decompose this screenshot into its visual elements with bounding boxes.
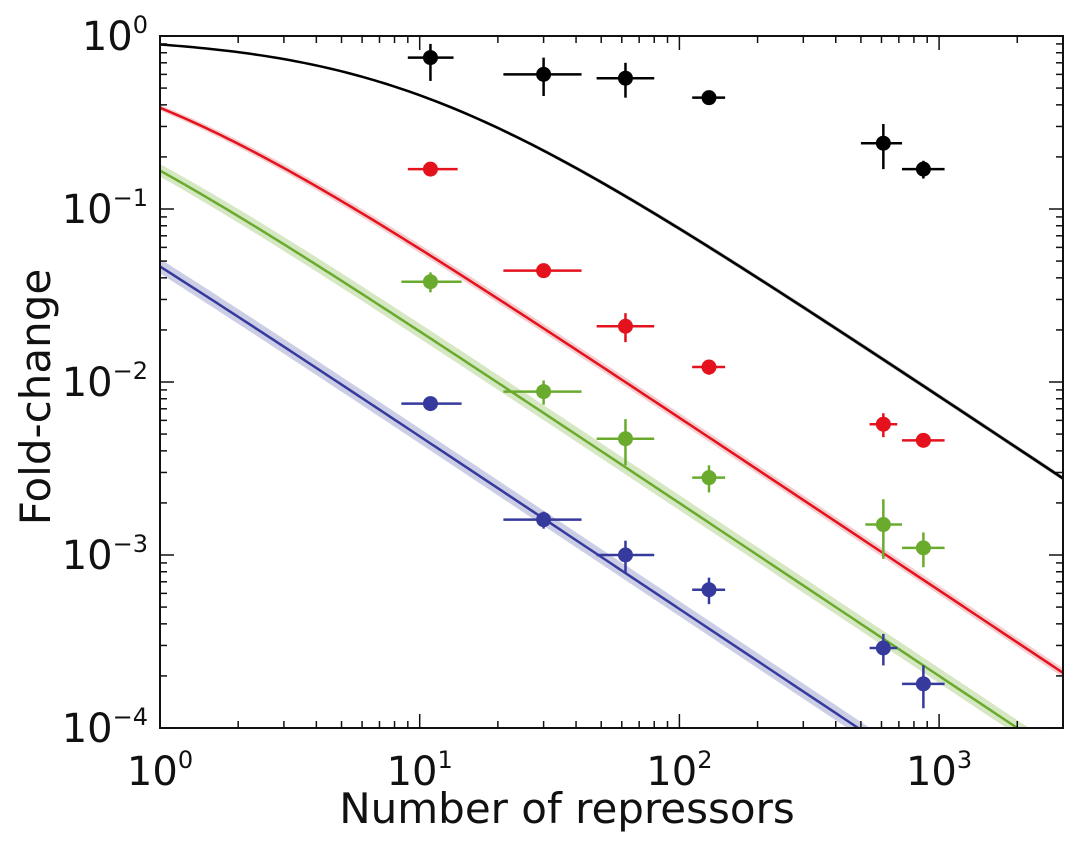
data-point-0-2 [596,62,655,98]
data-point-1-0 [407,161,458,177]
x-tick-label: 100 [127,746,193,795]
data-point-1-2 [596,313,655,343]
data-marker [875,640,891,656]
data-marker [536,512,552,528]
data-marker [617,431,633,447]
y-tick-label: 10−4 [62,703,148,752]
theory-curve-3 [160,265,861,728]
y-axis-label: Fold-change [11,269,60,525]
data-point-1-4 [869,413,898,438]
data-marker [617,318,633,334]
y-tick-label: 10−2 [62,357,148,406]
data-point-3-0 [401,396,462,412]
data-point-2-4 [865,499,903,559]
y-tick-label: 10−3 [62,530,148,579]
data-point-3-2 [596,540,655,573]
data-point-0-5 [902,160,945,179]
data-marker [422,50,438,66]
data-point-0-1 [503,57,582,96]
y-tick-label: 10−1 [62,184,148,233]
theory-curve-1 [160,106,1063,674]
data-marker [875,135,891,151]
data-point-2-5 [902,532,945,568]
data-marker [701,470,717,486]
theory-band-1 [160,104,1063,678]
theory-band-2 [160,164,1030,728]
data-point-2-0 [401,272,462,293]
data-marker [701,582,717,598]
data-marker [617,547,633,563]
theory-curve-0 [160,43,1063,480]
x-tick-label: 103 [906,746,972,795]
data-marker [422,274,438,290]
data-marker [701,90,717,106]
data-point-1-5 [902,432,945,448]
data-marker [875,517,891,533]
data-point-2-3 [692,465,726,493]
data-point-3-1 [503,511,582,529]
data-marker [915,432,931,448]
data-points [401,43,945,709]
data-point-3-4 [869,633,898,666]
data-point-3-3 [692,577,726,605]
data-point-2-2 [596,419,655,466]
data-point-2-1 [503,380,582,405]
data-marker [915,676,931,692]
axis-ticks [159,35,1064,729]
data-point-0-4 [860,123,903,170]
data-marker [701,359,717,375]
y-tick-label: 100 [82,11,148,60]
data-marker [536,66,552,82]
data-marker [875,416,891,432]
tick-labels: 100 101 102 103 100 10−1 10−2 10−3 10−4 [62,11,972,795]
data-marker [536,384,552,400]
data-point-3-5 [902,665,945,709]
theory-band-3 [160,258,870,728]
plot-frame [159,35,1064,729]
data-point-0-0 [407,43,454,81]
data-point-1-3 [692,359,726,375]
x-tick-label: 102 [646,746,712,795]
data-marker [915,161,931,177]
data-marker [422,396,438,412]
data-point-1-1 [503,263,582,279]
data-marker [915,540,931,556]
x-axis-label: Number of repressors [339,784,795,833]
data-marker [536,263,552,279]
data-marker [422,161,438,177]
data-marker [617,70,633,86]
theory-band-0 [160,44,1063,481]
theory-curve-2 [160,169,1020,728]
theory-curves [160,43,1063,728]
x-tick-label: 101 [387,746,453,795]
data-point-0-3 [692,90,726,106]
